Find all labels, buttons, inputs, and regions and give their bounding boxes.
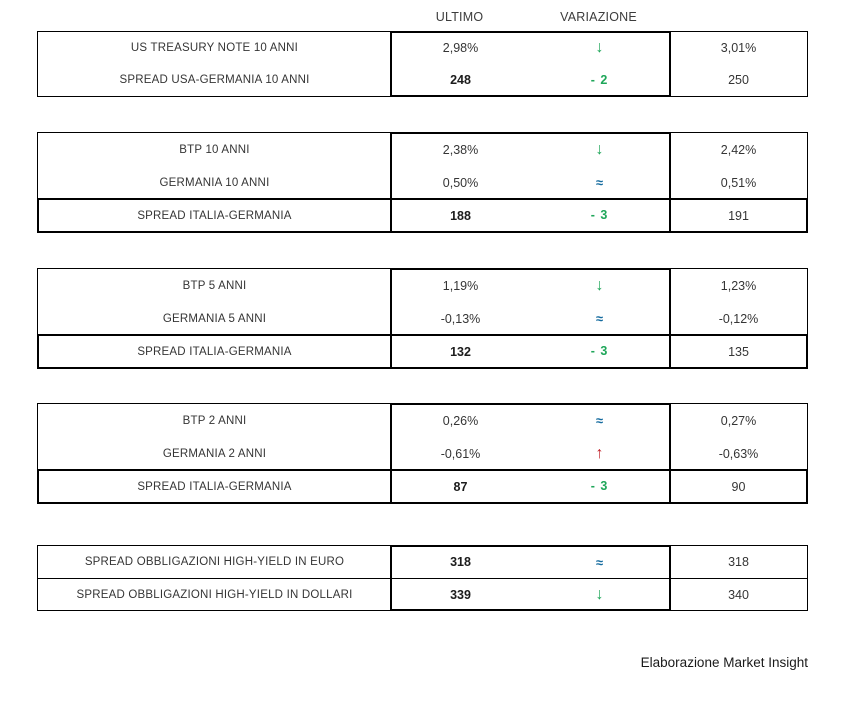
column-headers: ULTIMO VARIAZIONE: [37, 6, 808, 27]
ultimo-value: 0,26%: [442, 413, 479, 428]
column-header-variazione: VARIAZIONE: [560, 9, 637, 24]
previous-value: 318: [728, 555, 749, 569]
row-label: SPREAD ITALIA-GERMANIA: [137, 345, 292, 358]
approx-equal-icon: ≈: [595, 311, 604, 326]
ultimo-value: 188: [450, 208, 471, 223]
block-5-anni: BTP 5 ANNI 1,19% ↓ 1,23% GERMANIA 5 ANNI…: [37, 268, 808, 369]
block-high-yield: SPREAD OBBLIGAZIONI HIGH-YIELD IN EURO 3…: [37, 545, 808, 611]
table-row: BTP 10 ANNI 2,38% ↓ 2,42%: [38, 133, 807, 166]
previous-value: 90: [731, 479, 746, 494]
ultimo-value: 132: [450, 344, 471, 359]
table-row: GERMANIA 2 ANNI -0,61% ↑ -0,63%: [38, 437, 807, 470]
row-label: SPREAD OBBLIGAZIONI HIGH-YIELD IN EURO: [84, 556, 345, 568]
ultimo-value: 318: [450, 555, 471, 569]
previous-value: 1,23%: [720, 278, 757, 293]
table-row: SPREAD USA-GERMANIA 10 ANNI 248 - 2 250: [38, 64, 807, 96]
approx-equal-icon: ≈: [595, 175, 604, 190]
previous-value: 191: [728, 208, 749, 223]
row-label: GERMANIA 2 ANNI: [162, 447, 267, 460]
table-row-spread: SPREAD ITALIA-GERMANIA 188 - 3 191: [38, 199, 807, 232]
ultimo-value: 339: [450, 587, 471, 602]
previous-value: 135: [728, 344, 749, 359]
block-us-treasury: US TREASURY NOTE 10 ANNI 2,98% ↓ 3,01% S…: [37, 31, 808, 97]
row-label: US TREASURY NOTE 10 ANNI: [130, 42, 299, 54]
table-area: ULTIMO VARIAZIONE US TREASURY NOTE 10 AN…: [37, 0, 808, 611]
ultimo-value: 248: [450, 73, 471, 87]
delta-value: - 3: [590, 479, 609, 494]
table-row: GERMANIA 10 ANNI 0,50% ≈ 0,51%: [38, 166, 807, 199]
down-arrow-icon: ↓: [595, 140, 604, 158]
row-label: BTP 2 ANNI: [182, 414, 247, 427]
row-label: GERMANIA 10 ANNI: [159, 176, 270, 189]
table-row: BTP 2 ANNI 0,26% ≈ 0,27%: [38, 404, 807, 437]
delta-value: - 2: [590, 72, 609, 87]
previous-value: 250: [728, 73, 749, 87]
row-label: SPREAD ITALIA-GERMANIA: [137, 209, 292, 222]
table-row: US TREASURY NOTE 10 ANNI 2,98% ↓ 3,01%: [38, 32, 807, 64]
ultimo-value: -0,61%: [440, 446, 481, 461]
row-label: GERMANIA 5 ANNI: [162, 312, 267, 325]
previous-value: 0,51%: [720, 175, 757, 190]
column-header-ultimo: ULTIMO: [435, 9, 484, 24]
previous-value: 3,01%: [720, 41, 757, 55]
previous-value: 2,42%: [720, 142, 757, 157]
block-10-anni: BTP 10 ANNI 2,38% ↓ 2,42% GERMANIA 10 AN…: [37, 132, 808, 233]
approx-equal-icon: ≈: [595, 413, 604, 428]
table-row: SPREAD OBBLIGAZIONI HIGH-YIELD IN DOLLAR…: [38, 578, 807, 610]
ultimo-value: 2,98%: [442, 41, 479, 55]
approx-equal-icon: ≈: [595, 554, 604, 570]
ultimo-value: 87: [453, 479, 468, 494]
ultimo-value: 1,19%: [442, 278, 479, 293]
row-label: SPREAD OBBLIGAZIONI HIGH-YIELD IN DOLLAR…: [76, 588, 353, 601]
previous-value: 0,27%: [720, 413, 757, 428]
source-credit: Elaborazione Market Insight: [640, 655, 808, 670]
row-label: SPREAD ITALIA-GERMANIA: [137, 480, 292, 493]
row-label: BTP 5 ANNI: [182, 279, 247, 292]
down-arrow-icon: ↓: [595, 585, 604, 603]
down-arrow-icon: ↓: [595, 39, 604, 56]
down-arrow-icon: ↓: [595, 276, 604, 294]
previous-value: 340: [728, 587, 749, 602]
table-row: SPREAD OBBLIGAZIONI HIGH-YIELD IN EURO 3…: [38, 546, 807, 578]
ultimo-value: 0,50%: [442, 175, 479, 190]
delta-value: - 3: [590, 344, 609, 359]
ultimo-value: -0,13%: [440, 311, 481, 326]
table-row: GERMANIA 5 ANNI -0,13% ≈ -0,12%: [38, 302, 807, 335]
table-row-spread: SPREAD ITALIA-GERMANIA 132 - 3 135: [38, 335, 807, 368]
previous-value: -0,63%: [718, 446, 759, 461]
row-label: BTP 10 ANNI: [179, 143, 250, 156]
table-row-spread: SPREAD ITALIA-GERMANIA 87 - 3 90: [38, 470, 807, 503]
row-label: SPREAD USA-GERMANIA 10 ANNI: [119, 74, 310, 86]
table-row: BTP 5 ANNI 1,19% ↓ 1,23%: [38, 269, 807, 302]
ultimo-value: 2,38%: [442, 142, 479, 157]
previous-value: -0,12%: [718, 311, 759, 326]
up-arrow-icon: ↑: [595, 444, 604, 462]
block-2-anni: BTP 2 ANNI 0,26% ≈ 0,27% GERMANIA 2 ANNI…: [37, 403, 808, 504]
delta-value: - 3: [590, 208, 609, 223]
